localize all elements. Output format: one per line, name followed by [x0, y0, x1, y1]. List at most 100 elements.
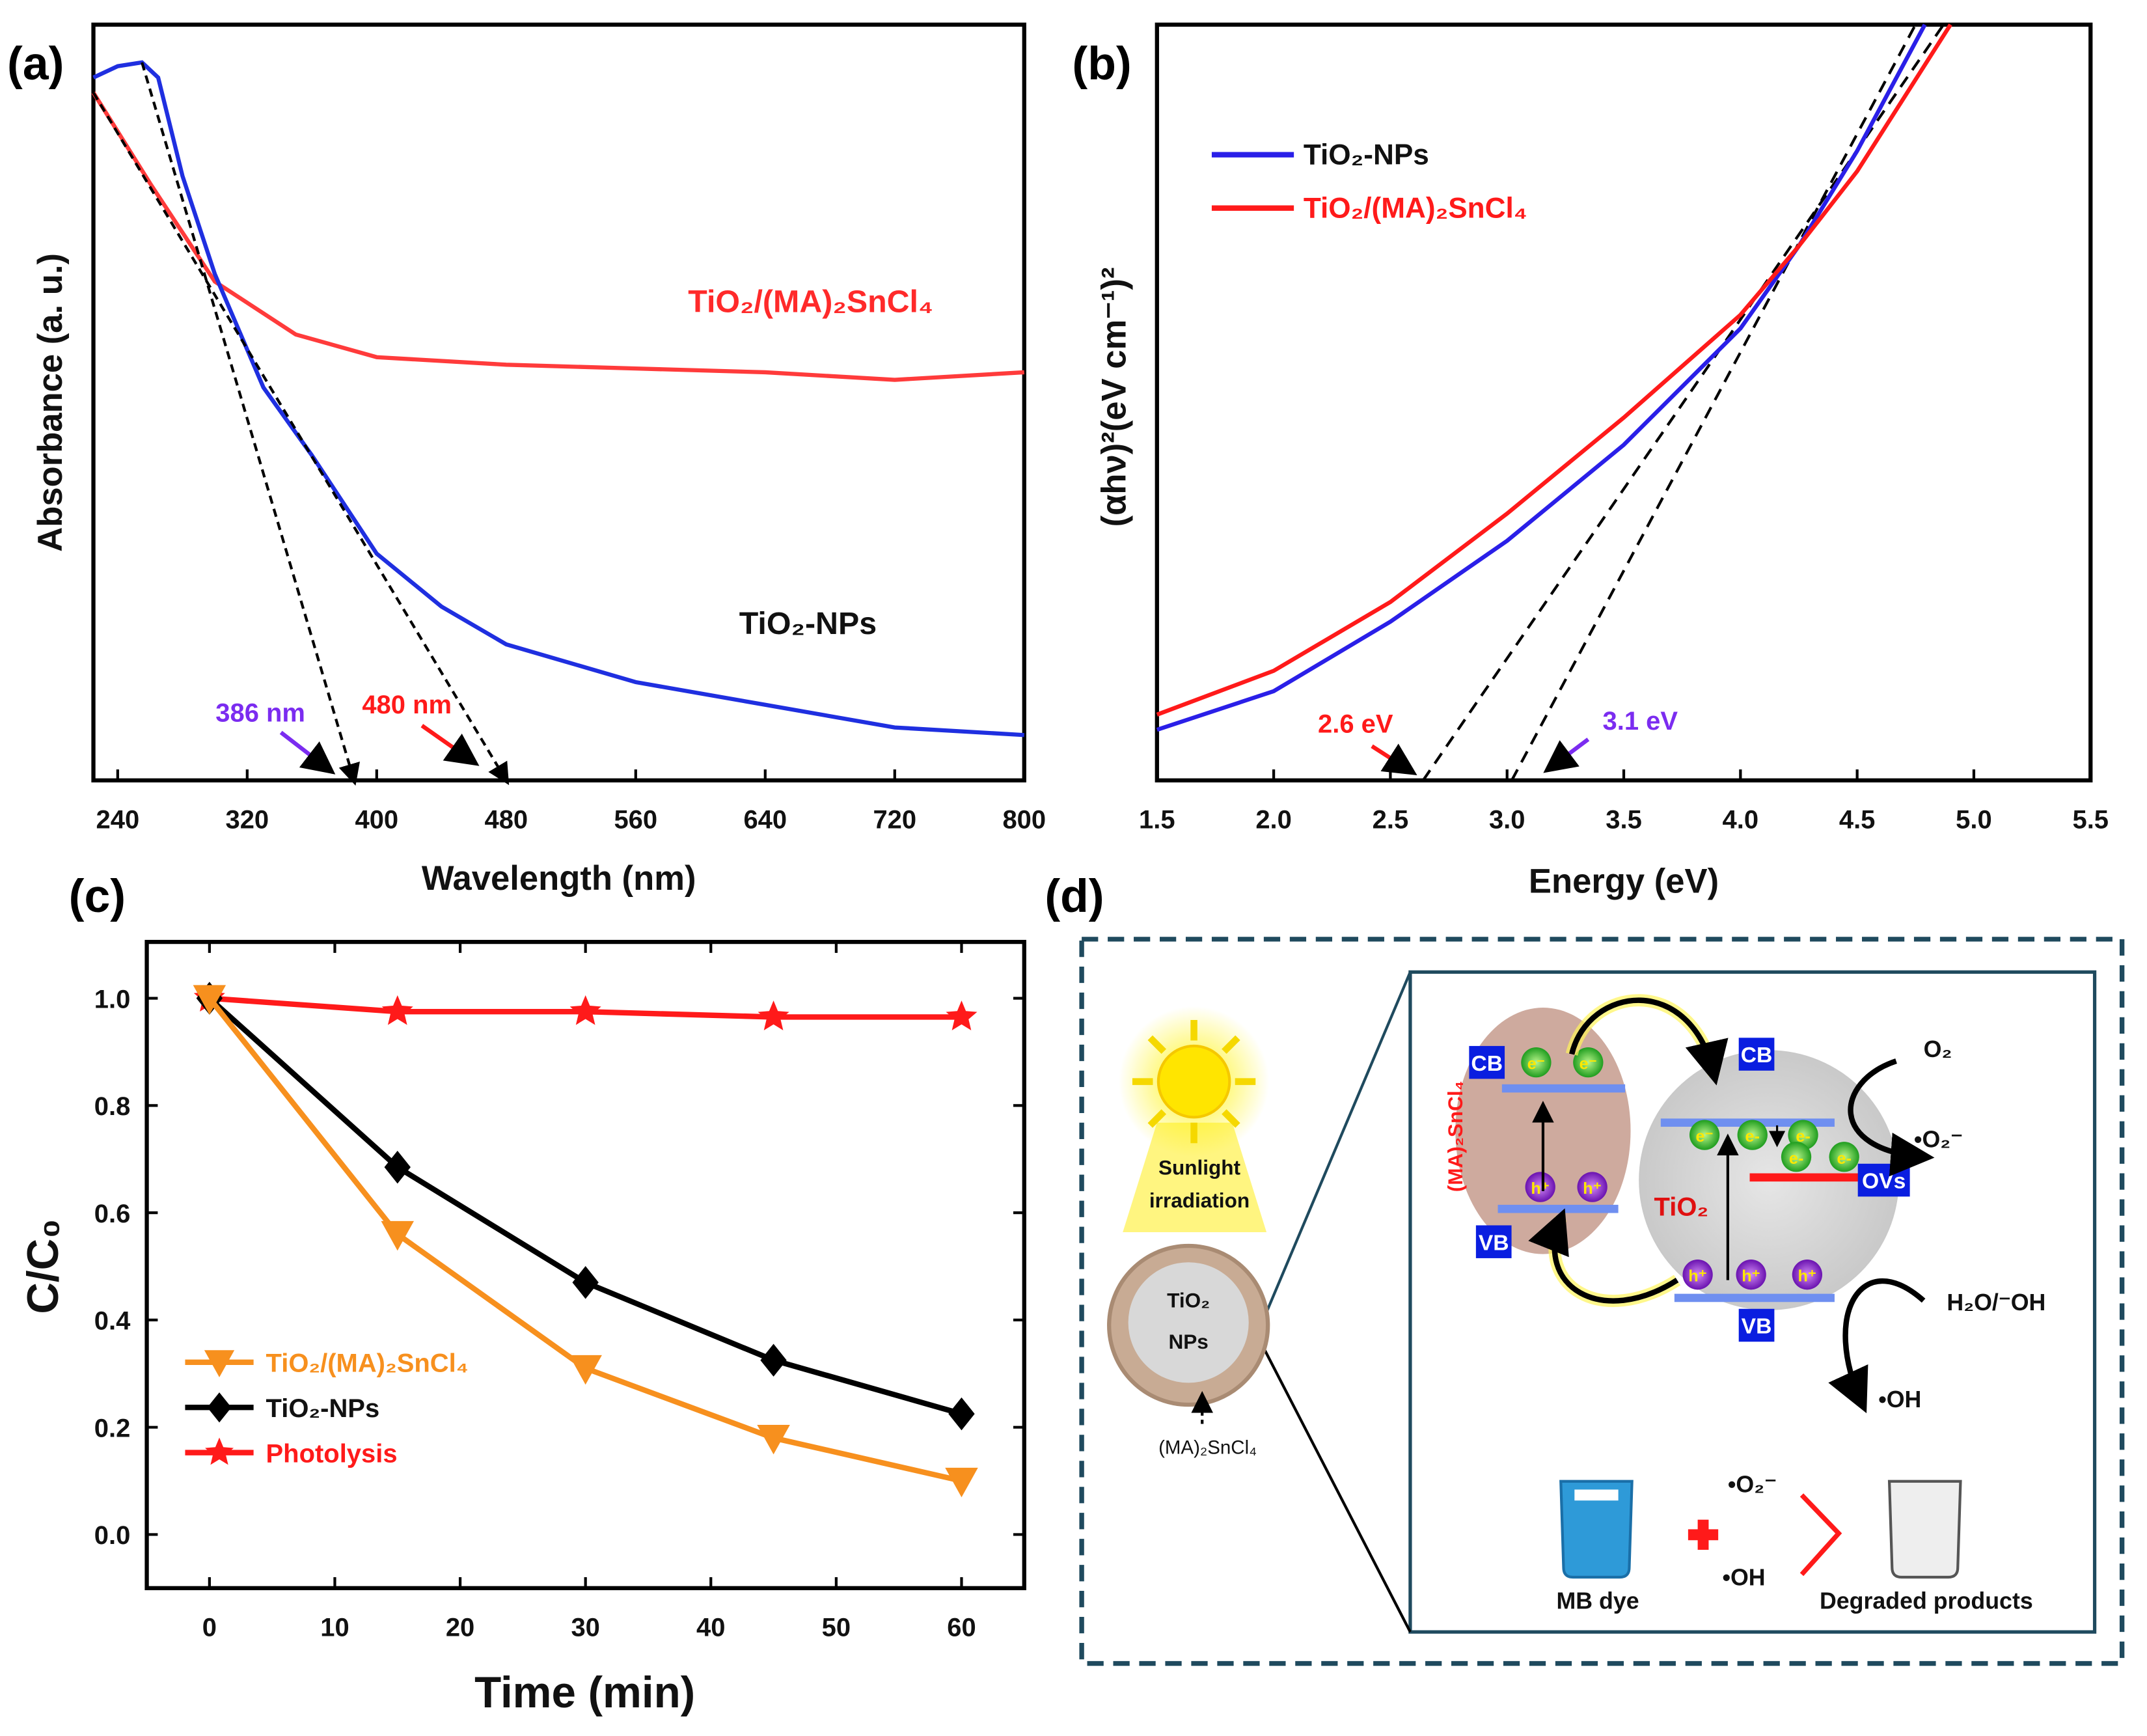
annotation-480nm: 480 nm — [362, 691, 452, 719]
superoxide-label: •O₂⁻ — [1914, 1127, 1963, 1153]
np-label-1: TiO₂ — [1167, 1289, 1210, 1312]
electron-icon — [1521, 1047, 1552, 1078]
data-point-star — [569, 995, 601, 1025]
diagram-frame — [1079, 937, 2125, 1666]
data-point-diamond — [760, 1343, 787, 1377]
hole-label: h⁺ — [1688, 1267, 1707, 1286]
x-tick-label: 5.0 — [1956, 806, 1992, 834]
x-tick-label: 4.5 — [1839, 806, 1876, 834]
hole-label: h⁺ — [1531, 1179, 1550, 1198]
perovskite-cb-band — [1501, 1084, 1626, 1093]
panel-b-chart: 1.5 2.0 2.5 3.0 3.5 4.0 4.5 5.0 5.5 Energy (eV) … — [1095, 22, 2109, 900]
y-axis-label: C/C₀ — [19, 1219, 68, 1314]
hydroxyl-label: •OH — [1878, 1386, 1921, 1412]
electron-transfer-arrow — [1569, 997, 1729, 1086]
y-axis-label: Absorbance (a. u.) — [31, 253, 70, 552]
x-tick-label: 3.5 — [1606, 806, 1642, 834]
x-tick-label: 720 — [873, 806, 916, 834]
nanoparticle-core — [1128, 1262, 1249, 1383]
perovskite-label: (MA)₂SnCl₄ — [1443, 1081, 1467, 1192]
tangent-line — [1511, 23, 1917, 781]
x-tick-label: 480 — [484, 806, 528, 834]
np-label-2: NPs — [1169, 1330, 1209, 1353]
data-point-star — [205, 1437, 234, 1465]
panel-a-chart: 240 320 400 480 560 640 720 800 Wavelength (nm)… — [31, 22, 1046, 898]
annotation-386nm: 386 nm — [215, 698, 305, 727]
ovs-level — [1749, 1173, 1863, 1182]
hole-label: h⁺ — [1742, 1267, 1760, 1286]
plus-icon — [1688, 1519, 1719, 1550]
arrow-3.1 — [1543, 737, 1590, 773]
plot-frame — [91, 22, 1026, 783]
legend-label-composite: TiO₂/(MA)₂SnCl₄ — [1304, 192, 1527, 224]
x-axis-label: Energy (eV) — [1529, 862, 1719, 900]
panel-c-chart: 0 10 20 30 40 50 60 0.0 0.2 0.4 0.6 0.8 1.0 Time (mi… — [19, 939, 1026, 1717]
electron-label: e- — [1789, 1150, 1803, 1168]
perovskite-vb-box — [1475, 1225, 1512, 1258]
electron-icon — [1573, 1047, 1604, 1078]
data-point-triangle-down — [569, 1355, 602, 1385]
x-tick-label: 560 — [614, 806, 657, 834]
data-point-triangle-down — [945, 1467, 978, 1498]
x-tick-label: 40 — [696, 1613, 725, 1642]
tangent-line — [92, 92, 510, 786]
electron-icon — [1737, 1120, 1768, 1150]
x-tick-label: 320 — [225, 806, 269, 834]
data-point-triangle-down — [381, 1220, 415, 1251]
hole-icon — [1577, 1172, 1607, 1202]
plot-frame — [1155, 22, 2093, 783]
annotation-2.6ev: 2.6 eV — [1318, 710, 1393, 738]
hydroxyl-formation-arrow — [1828, 1278, 1926, 1414]
series-line-0 — [91, 91, 1024, 382]
series-line-0 — [1156, 23, 1927, 732]
data-point-diamond — [572, 1265, 599, 1299]
tangent-line — [141, 62, 360, 786]
mb-dye-beaker-icon — [1559, 1480, 1634, 1579]
electron-label: e- — [1745, 1127, 1760, 1146]
y-tick-label: 0.6 — [94, 1200, 131, 1228]
curve-label-tio2: TiO₂-NPs — [739, 606, 877, 641]
legend-label-tio2: TiO₂-NPs — [1304, 139, 1429, 171]
legend-label: Photolysis — [266, 1439, 398, 1468]
degraded-products-label: Degraded products — [1820, 1588, 2033, 1614]
hole-icon — [1792, 1260, 1823, 1290]
series-line-1 — [92, 60, 1024, 737]
x-tick-label: 20 — [446, 1613, 474, 1642]
degraded-beaker-icon — [1887, 1480, 1962, 1579]
ovs-label: OVs — [1862, 1170, 1906, 1194]
tio2-cb-label: CB — [1741, 1043, 1773, 1068]
x-axis-label: Time (min) — [474, 1668, 695, 1717]
y-tick-label: 0.2 — [94, 1414, 131, 1442]
water-label: H₂O/⁻OH — [1947, 1289, 2045, 1316]
x-tick-label: 2.5 — [1373, 806, 1409, 834]
tio2-vb-box — [1738, 1308, 1775, 1342]
arrow-386 — [279, 730, 336, 775]
zoom-line-top — [1255, 971, 1412, 1336]
tio2-vb-band — [1674, 1293, 1835, 1302]
x-tick-label: 4.0 — [1723, 806, 1759, 834]
y-tick-label: 0.0 — [94, 1521, 131, 1550]
electron-label: e- — [1837, 1150, 1851, 1168]
x-tick-label: 240 — [96, 806, 140, 834]
x-axis-label: Wavelength (nm) — [422, 859, 696, 898]
sunlight-label-1: Sunlight — [1158, 1156, 1241, 1179]
hydroxyl-reactant: •OH — [1722, 1565, 1765, 1591]
x-tick-label: 50 — [822, 1613, 851, 1642]
series-line-1 — [1156, 23, 1952, 717]
legend-label: TiO₂-NPs — [266, 1394, 380, 1423]
reaction-bracket — [1799, 1493, 1842, 1577]
arrow-480 — [420, 724, 480, 766]
oxygen-label: O₂ — [1924, 1036, 1952, 1062]
hole-label: h⁺ — [1583, 1179, 1602, 1198]
panel-label-d: (d) — [1045, 870, 1104, 922]
data-point-diamond — [948, 1397, 975, 1431]
tio2-cb-box — [1738, 1038, 1775, 1071]
x-tick-label: 0 — [202, 1613, 217, 1642]
x-tick-label: 60 — [947, 1613, 976, 1642]
x-tick-label: 5.5 — [2072, 806, 2109, 834]
legend-label: TiO₂/(MA)₂SnCl₄ — [266, 1349, 469, 1378]
superoxide-reactant: •O₂⁻ — [1728, 1472, 1777, 1498]
data-point-triangle-down — [193, 985, 226, 1015]
electron-label: e⁻ — [1527, 1055, 1545, 1073]
panel-d-mechanism-diagram: Sunlight irradiation TiO₂ NPs (MA)₂SnCl₄… — [1079, 937, 2125, 1666]
